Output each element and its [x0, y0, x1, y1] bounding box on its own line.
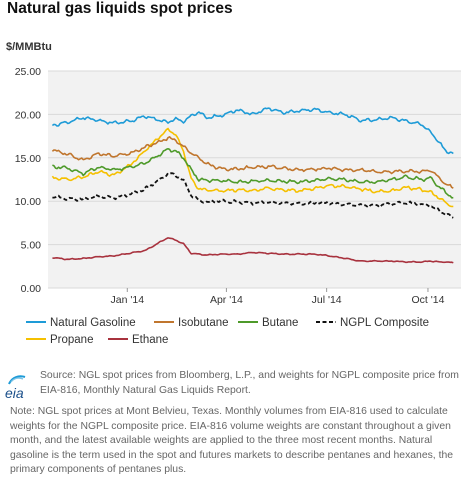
x-tick-label: Jan '14 — [111, 294, 145, 306]
chart-title: Natural gas liquids spot prices — [7, 0, 233, 17]
legend-label: Butane — [262, 317, 298, 329]
chart-svg: 0.00 5.00 10.00 15.00 20.00 25.00 Jan '14 Apr … — [15, 66, 461, 346]
y-axis-unit-label: $/MMBtu — [6, 41, 52, 53]
series-line-propane — [51, 127, 454, 208]
series-line-isobutane — [51, 136, 454, 189]
source-text: Source: NGL spot prices from Bloomberg, … — [40, 370, 459, 396]
eia-logo-text: eia — [5, 385, 24, 401]
source-block: eia Source: NGL spot prices from Bloombe… — [0, 367, 469, 407]
x-tick-label: Oct '14 — [411, 294, 444, 306]
series-line-butane — [52, 148, 454, 199]
legend-label: Natural Gasoline — [50, 317, 136, 329]
note-text: Note: NGL spot prices at Mont Belvieu, T… — [10, 406, 454, 475]
legend-label: Ethane — [132, 334, 168, 346]
y-tick-label: 5.00 — [21, 240, 42, 252]
x-tick-labels: Jan '14 Apr '14 Jul '14 Oct '14 — [111, 288, 445, 306]
series-line-natural-gasoline — [51, 107, 454, 155]
legend-label: Propane — [50, 334, 93, 346]
series-line-ngpl-composite — [52, 172, 454, 219]
y-tick-labels: 0.00 5.00 10.00 15.00 20.00 25.00 — [15, 66, 41, 295]
y-tick-label: 0.00 — [21, 283, 42, 295]
legend-label: NGPL Composite — [340, 317, 429, 329]
y-tick-label: 25.00 — [15, 66, 41, 78]
series-lines — [51, 107, 454, 264]
y-tick-label: 10.00 — [15, 196, 41, 208]
eia-logo-swoosh-2 — [10, 377, 24, 383]
series-line-ethane — [52, 237, 454, 264]
x-tick-label: Apr '14 — [210, 294, 243, 306]
eia-logo-swoosh — [8, 375, 26, 385]
x-tick-label: Jul '14 — [312, 294, 342, 306]
legend: Natural Gasoline Isobutane Butane NGPL Comp… — [26, 317, 429, 346]
gridlines — [48, 70, 461, 289]
y-tick-label: 15.00 — [15, 153, 41, 165]
y-tick-label: 20.00 — [15, 109, 41, 121]
eia-logo: eia — [5, 375, 26, 401]
legend-label: Isobutane — [178, 317, 229, 329]
